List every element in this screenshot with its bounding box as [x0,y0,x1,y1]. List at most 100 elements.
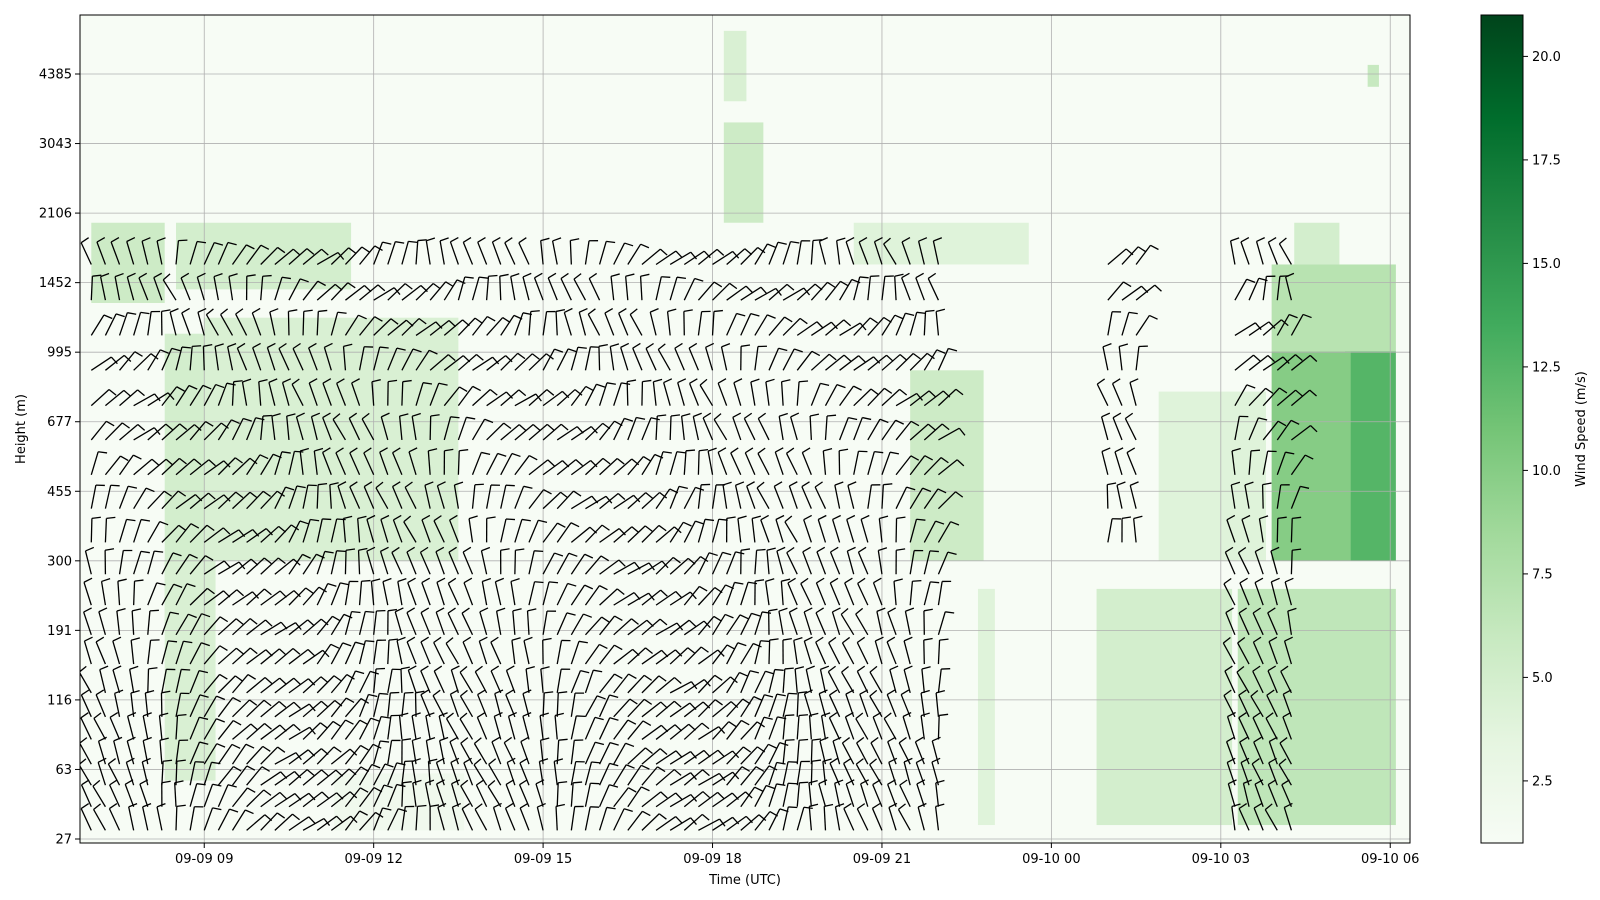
wind-barb [373,784,393,808]
wind-barb [920,712,930,740]
wind-barb [584,806,600,831]
wind-barb [189,459,216,476]
wind-barb [175,384,198,407]
wind-barb [175,613,197,636]
wind-barb [506,757,516,786]
wind-barb [641,417,660,441]
wind-barb [756,481,770,509]
wind-barb [288,587,314,606]
wind-barb [613,742,635,765]
wind-barb [780,379,791,406]
wind-barb [203,560,231,575]
wind-barb [831,607,841,636]
wind-barb [683,486,705,509]
colorbar-tick-label: 17.5 [1532,153,1561,168]
wind-barb [485,274,498,301]
wind-barb [1225,736,1236,765]
speed-cell [1237,588,1396,826]
wind-barb [683,722,710,740]
wind-barb [598,741,619,765]
wind-barb [754,765,778,786]
wind-barb [504,237,516,265]
wind-barb [169,307,179,336]
wind-barb [528,389,555,407]
wind-barb [357,515,367,543]
wind-barb [189,240,207,265]
wind-barb [160,690,171,717]
wind-barb [740,286,768,301]
wind-barb [528,310,540,336]
wind-barb [760,514,770,543]
wind-barb [556,582,577,606]
speed-cell [1294,222,1340,265]
wind-barb [1266,689,1278,718]
wind-barb [161,611,180,636]
wind-barb [344,246,370,265]
wind-barb [726,551,745,575]
wind-barb [401,781,412,807]
wind-barb [641,491,668,510]
wind-barb [717,447,728,475]
wind-barb [669,751,697,765]
wind-barb [563,307,573,336]
wind-barb [344,641,365,665]
wind-barb [937,713,949,740]
wind-barb [857,546,869,575]
wind-barb [556,668,571,693]
wind-barb [712,676,738,694]
wind-barb [457,354,484,371]
wind-barb [217,720,242,740]
wind-barb [330,311,347,336]
wind-barb [217,743,241,765]
wind-barb [938,427,966,441]
wind-barb [1254,577,1264,606]
wind-barb [344,314,367,336]
wind-barb [344,698,370,718]
wind-barb [373,346,389,371]
wind-barb [669,647,696,665]
wind-barb [330,719,354,740]
wind-barb [1252,665,1264,694]
plot-area [79,14,1411,844]
wind-barb [499,548,510,575]
wind-barb [903,636,913,665]
wind-barb [584,555,610,575]
wind-barb [232,457,258,476]
wind-barb [584,346,600,371]
wind-barb [104,455,129,476]
wind-barb [768,742,789,765]
wind-barb [881,419,905,441]
wind-barb [740,642,762,665]
wind-barb [627,647,653,665]
wind-barb [235,308,248,336]
wind-barb [881,314,904,336]
wind-barb [778,412,788,441]
wind-barb [627,674,653,694]
wind-barb [782,761,798,786]
wind-barb [252,342,262,371]
speed-cell [176,222,352,290]
wind-barb [245,274,256,301]
wind-barb [401,318,427,336]
wind-barb [909,487,932,509]
wind-barb [493,711,503,740]
wind-barb [688,378,700,406]
wind-barb [80,803,92,831]
wind-barb [485,516,496,543]
wind-barb [839,355,866,371]
wind-barb [697,310,711,336]
wind-barb [92,803,106,831]
wind-barb [486,391,514,407]
wind-barb [83,577,93,606]
wind-barb [554,712,564,740]
wind-barb [147,520,169,543]
wind-barb [161,423,188,441]
wind-barb [450,665,460,694]
wind-barb [387,608,398,635]
wind-barb [415,804,427,831]
wind-barb [274,677,301,694]
wind-barb [538,758,549,786]
wind-barb [202,343,213,371]
wind-barb [514,353,540,371]
wind-barb [159,737,169,765]
